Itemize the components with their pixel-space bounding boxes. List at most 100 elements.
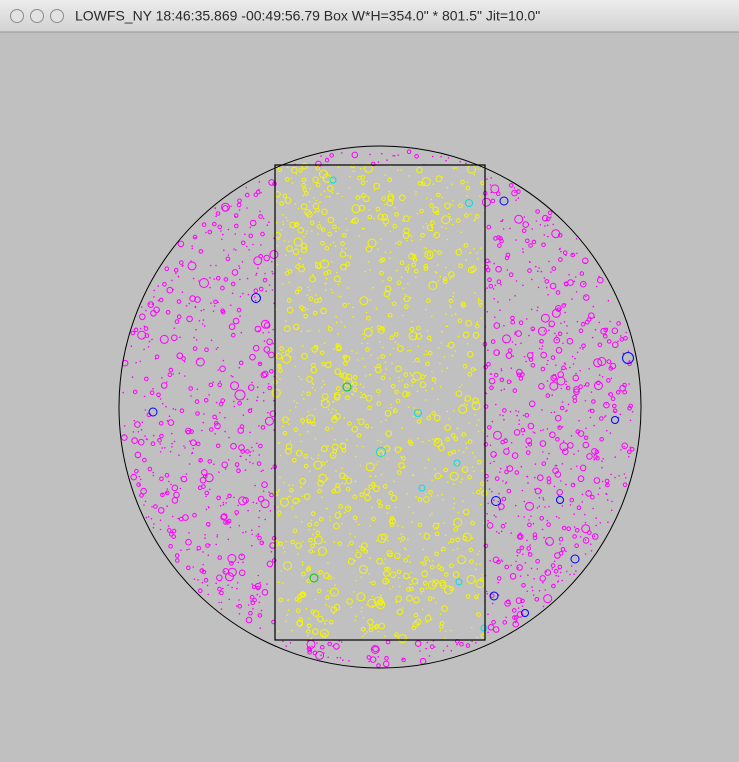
box-star (457, 555, 466, 565)
box-star (471, 537, 474, 540)
box-star (404, 304, 409, 309)
field-star (216, 574, 223, 582)
field-star (369, 153, 371, 156)
field-star (139, 327, 142, 330)
field-star (499, 414, 501, 416)
box-star (394, 212, 399, 217)
box-star (279, 476, 281, 479)
field-star (527, 422, 535, 430)
box-star (462, 532, 472, 542)
box-star (314, 438, 317, 440)
field-star (543, 234, 546, 236)
box-star (326, 478, 329, 480)
box-star (277, 442, 280, 445)
field-star (320, 155, 322, 157)
field-star (157, 285, 159, 287)
field-star (494, 316, 496, 319)
box-star (428, 490, 433, 495)
box-star (383, 563, 385, 565)
box-star (409, 216, 412, 218)
field-star (202, 421, 205, 424)
minimize-button[interactable] (30, 9, 44, 23)
box-star (310, 457, 313, 459)
box-star (346, 439, 348, 441)
field-star (573, 388, 580, 396)
field-star (517, 197, 520, 199)
field-star (157, 438, 162, 443)
box-star (390, 403, 392, 406)
box-star (426, 353, 428, 356)
box-star (435, 438, 440, 444)
box-star (394, 446, 402, 453)
box-star (368, 374, 371, 376)
box-star (475, 563, 478, 565)
box-star (425, 247, 428, 250)
field-star (216, 534, 219, 536)
field-star (259, 627, 262, 629)
box-star (375, 206, 381, 212)
field-star (188, 440, 191, 443)
field-star (166, 505, 168, 508)
box-star (451, 354, 454, 357)
field-star (132, 389, 138, 395)
box-star (410, 252, 413, 255)
box-star (467, 474, 472, 480)
box-star (481, 469, 483, 472)
box-star (348, 187, 351, 189)
box-star (418, 361, 421, 363)
field-star (501, 560, 504, 563)
field-star (495, 516, 497, 518)
bright-star (342, 382, 352, 392)
field-star (583, 385, 586, 387)
box-star (282, 351, 284, 354)
field-star (193, 336, 195, 339)
field-star (512, 608, 517, 613)
field-star (549, 432, 552, 435)
field-star (587, 530, 592, 535)
bright-star (521, 609, 529, 617)
field-star (589, 317, 592, 319)
box-star (384, 410, 392, 417)
box-star (449, 304, 451, 307)
box-star (474, 456, 476, 459)
field-star (534, 432, 536, 434)
field-star (581, 524, 591, 534)
box-star (347, 303, 350, 305)
box-star (283, 240, 286, 242)
field-star (629, 446, 632, 449)
field-star (526, 475, 529, 478)
field-star (566, 387, 568, 389)
box-star (278, 541, 284, 547)
box-star (352, 170, 355, 172)
field-star (555, 464, 558, 467)
field-star (218, 601, 220, 604)
box-star (308, 200, 311, 203)
box-star (312, 533, 314, 536)
box-star (429, 203, 434, 208)
field-star (234, 510, 239, 515)
field-star (228, 598, 231, 601)
field-star (174, 319, 180, 324)
box-star (442, 276, 448, 282)
box-star (320, 307, 327, 315)
field-star (551, 583, 556, 589)
zoom-button[interactable] (50, 9, 64, 23)
close-button[interactable] (10, 9, 24, 23)
box-star (377, 357, 379, 359)
box-star (445, 266, 447, 269)
box-star (275, 375, 278, 377)
field-star (264, 416, 274, 426)
box-star (384, 174, 387, 176)
box-star (367, 405, 372, 411)
field-star (515, 280, 518, 282)
box-star (341, 482, 343, 485)
field-star (502, 620, 508, 625)
box-star (297, 227, 305, 234)
box-star (407, 538, 409, 541)
field-star (548, 260, 550, 263)
field-star (465, 162, 467, 164)
box-star (433, 231, 441, 239)
field-star (493, 322, 501, 329)
field-star (332, 645, 334, 647)
box-star (313, 535, 323, 545)
